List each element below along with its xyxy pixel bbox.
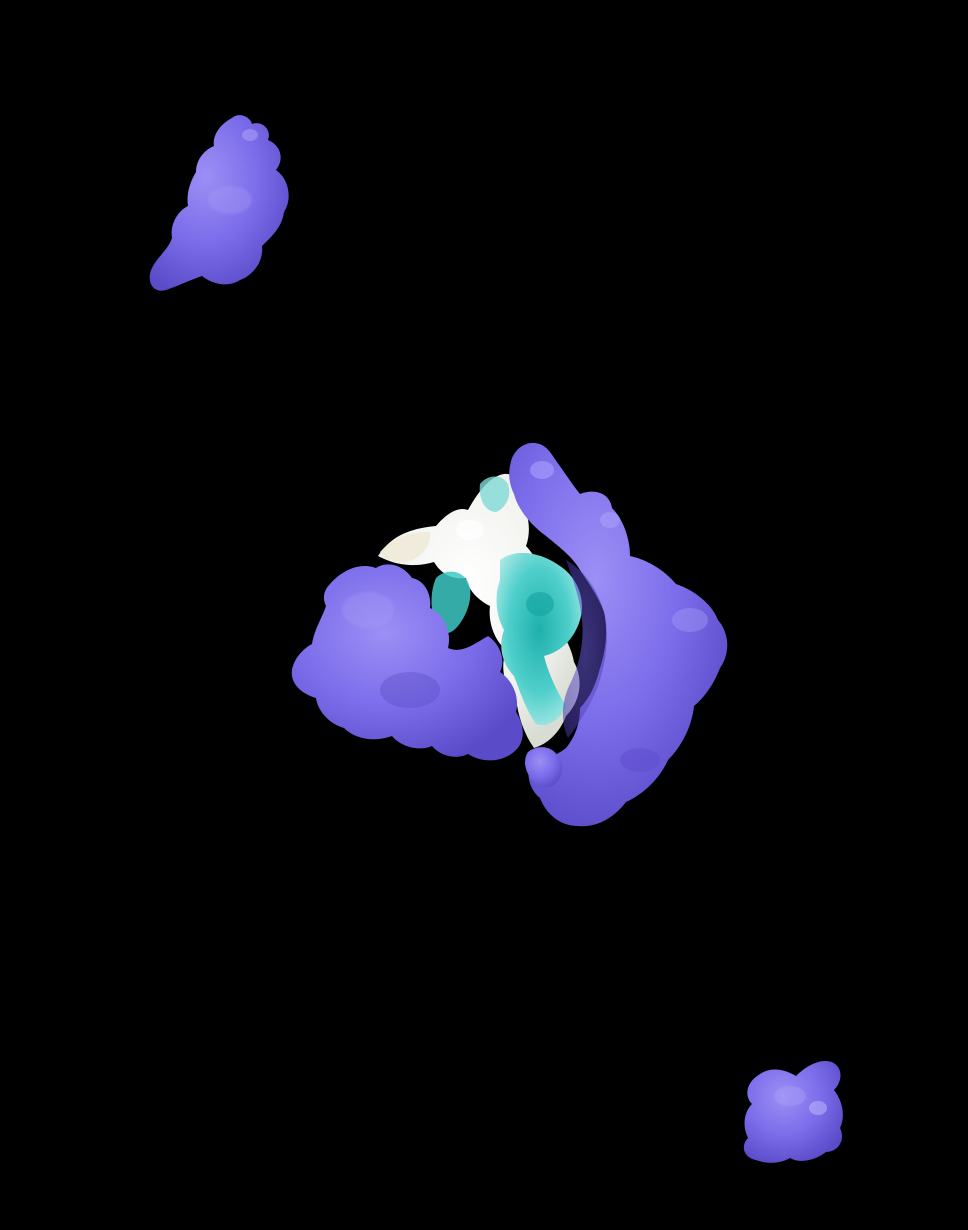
protein-fragment-bottom-right[interactable] xyxy=(743,1060,843,1163)
protein-complex-center[interactable] xyxy=(291,442,728,827)
protein-fragment-top-left[interactable] xyxy=(149,115,289,291)
